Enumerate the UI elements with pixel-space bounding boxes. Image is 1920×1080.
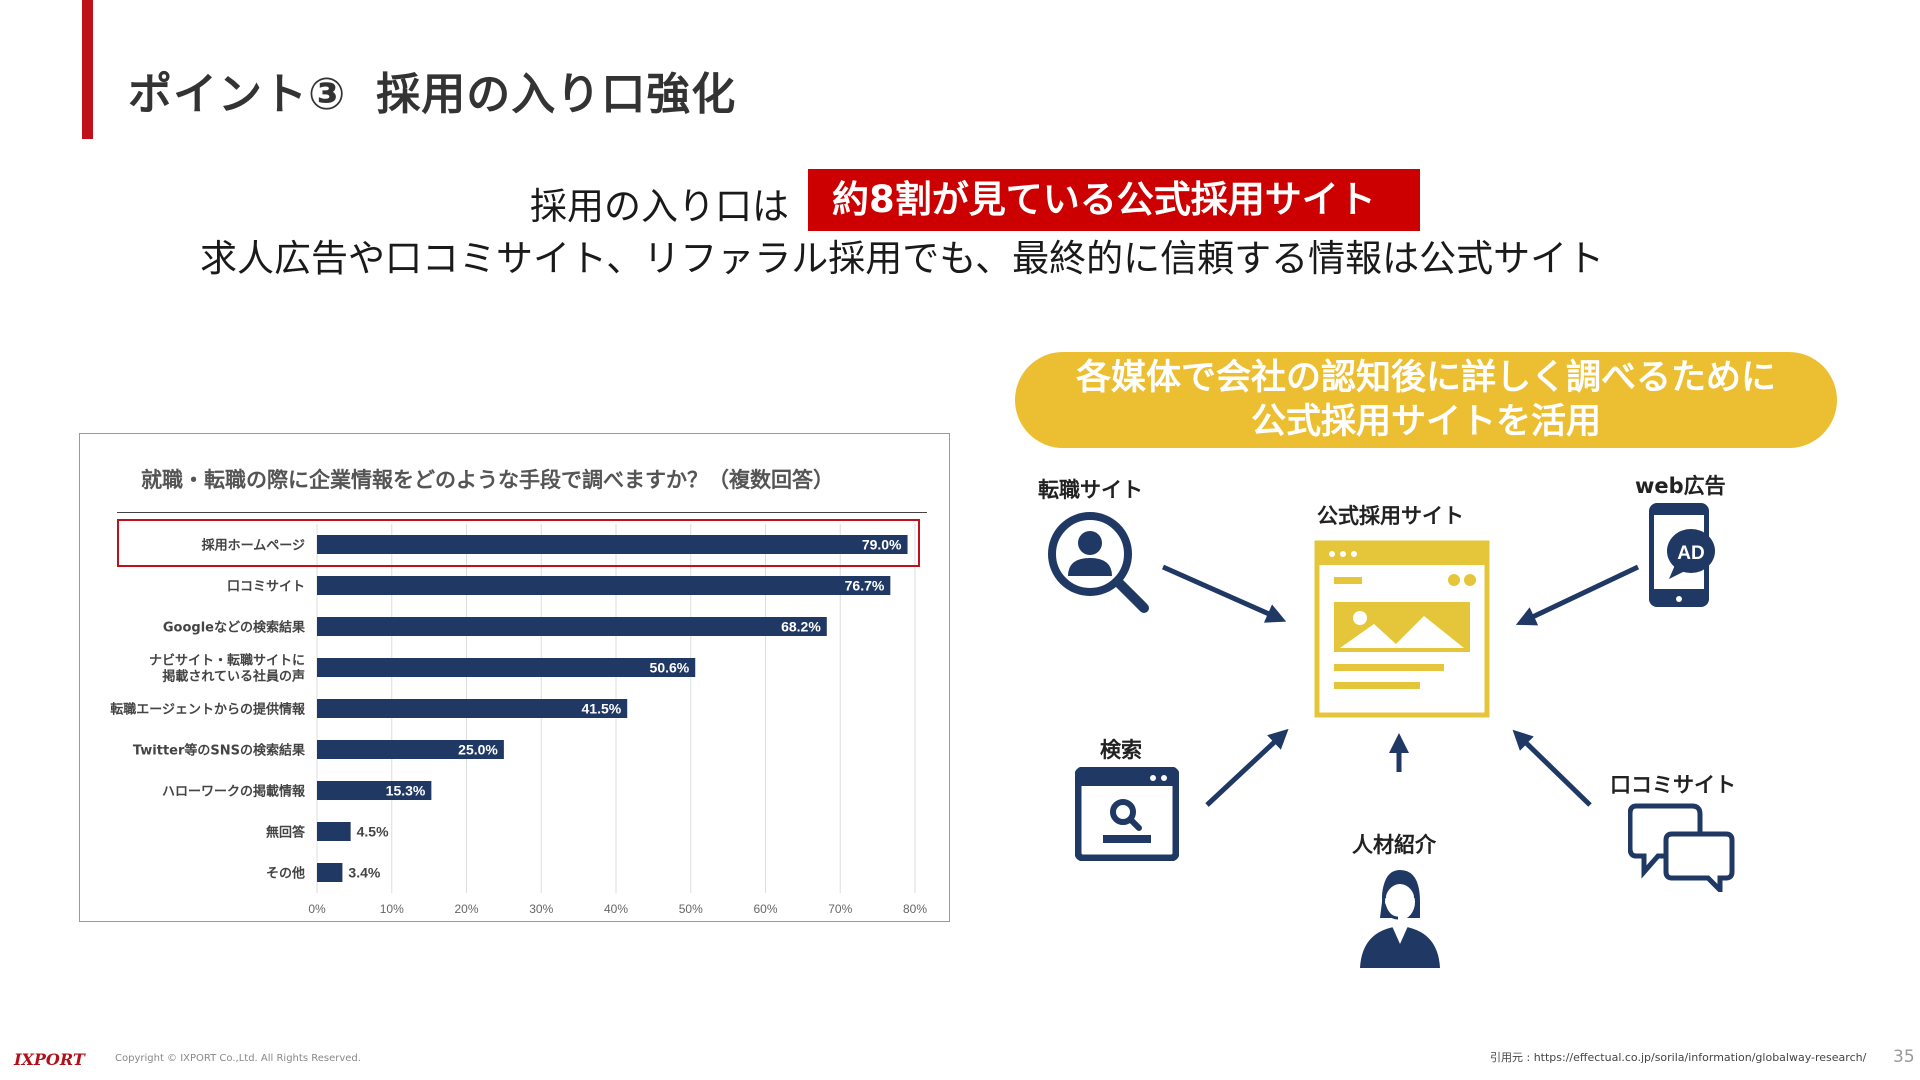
diagram-banner: 各媒体で会社の認知後に詳しく調べるために 公式採用サイトを活用 bbox=[1015, 352, 1837, 448]
category-label: Googleなどの検索結果 bbox=[163, 620, 305, 636]
arrow-job-site bbox=[1161, 564, 1287, 623]
x-tick-label: 50% bbox=[679, 902, 703, 916]
node-label-job-site: 転職サイト bbox=[1038, 478, 1143, 502]
title-accent-bar bbox=[82, 0, 93, 139]
x-tick-label: 70% bbox=[828, 902, 852, 916]
x-tick-label: 20% bbox=[454, 902, 478, 916]
value-label: 4.5% bbox=[357, 824, 389, 840]
bar bbox=[317, 535, 908, 554]
value-label: 79.0% bbox=[862, 537, 902, 553]
value-label: 50.6% bbox=[650, 660, 690, 676]
arrow-web-ad bbox=[1515, 564, 1640, 626]
bar bbox=[317, 617, 827, 636]
slide-title: ポイント③ 採用の入り口強化 bbox=[128, 58, 736, 122]
title-text: 採用の入り口強化 bbox=[376, 69, 737, 120]
copyright-text: Copyright © IXPORT Co.,Ltd. All Rights R… bbox=[115, 1053, 361, 1064]
node-label-web-ad: web広告 bbox=[1635, 474, 1726, 498]
website-icon bbox=[1314, 540, 1490, 718]
value-label: 15.3% bbox=[386, 783, 426, 799]
bar bbox=[317, 822, 351, 841]
category-label: ハローワークの掲載情報 bbox=[162, 784, 306, 800]
chat-bubbles-icon bbox=[1628, 803, 1735, 892]
category-label: ナビサイト・転職サイトに bbox=[149, 653, 305, 669]
bar bbox=[317, 863, 343, 882]
browser-search-icon bbox=[1075, 767, 1179, 861]
banner-line-1: 各媒体で会社の認知後に詳しく調べるために bbox=[1075, 358, 1776, 398]
x-tick-label: 40% bbox=[604, 902, 628, 916]
title-point-number: ポイント③ bbox=[128, 69, 347, 120]
banner-line-2: 公式採用サイトを活用 bbox=[1250, 402, 1601, 442]
value-label: 68.2% bbox=[781, 619, 821, 635]
category-label: Twitter等のSNSの検索結果 bbox=[133, 743, 305, 759]
category-label: 転職エージェントからの提供情報 bbox=[110, 702, 306, 718]
category-label: 口コミサイト bbox=[227, 580, 305, 595]
page-number: 35 bbox=[1893, 1047, 1915, 1067]
x-tick-label: 80% bbox=[903, 902, 927, 916]
value-label: 41.5% bbox=[582, 701, 622, 717]
x-tick-label: 30% bbox=[529, 902, 553, 916]
arrow-search bbox=[1205, 728, 1289, 807]
node-label-search: 検索 bbox=[1100, 738, 1142, 762]
bar bbox=[317, 699, 628, 718]
chart-highlight-box bbox=[117, 519, 920, 567]
bar bbox=[317, 781, 432, 800]
bar bbox=[317, 576, 891, 595]
value-label: 76.7% bbox=[845, 578, 885, 594]
headline-prefix: 採用の入り口は bbox=[530, 185, 789, 228]
x-tick-label: 10% bbox=[380, 902, 404, 916]
arrow-review-site bbox=[1512, 729, 1592, 807]
x-tick-label: 0% bbox=[308, 902, 326, 916]
source-citation: 引用元 : https://effectual.co.jp/sorila/inf… bbox=[1490, 1051, 1867, 1064]
node-label-referral: 人材紹介 bbox=[1352, 833, 1436, 857]
chart-title-rule bbox=[117, 512, 927, 513]
category-label: 採用ホームページ bbox=[202, 538, 305, 554]
survey-chart: 就職・転職の際に企業情報をどのような手段で調べますか？（複数回答） 0% 10% 2… bbox=[79, 433, 950, 922]
value-label: 3.4% bbox=[348, 865, 380, 881]
chart-title: 就職・転職の際に企業情報をどのような手段で調べますか？（複数回答） bbox=[141, 468, 834, 492]
company-logo: IXPORT bbox=[14, 1050, 85, 1069]
bar bbox=[317, 658, 696, 677]
magnifier-person-icon bbox=[1048, 512, 1149, 613]
headline-subtext: 求人広告や口コミサイト、リファラル採用でも、最終的に信頼する情報は公式サイト bbox=[200, 237, 1605, 280]
value-label: 25.0% bbox=[458, 742, 498, 758]
category-label: 掲載されている社員の声 bbox=[162, 669, 305, 685]
category-label: 無回答 bbox=[266, 825, 306, 841]
ad-badge-text: AD bbox=[1677, 543, 1704, 564]
node-label-review-site: 口コミサイト bbox=[1610, 773, 1736, 797]
x-tick-label: 60% bbox=[753, 902, 777, 916]
center-label: 公式採用サイト bbox=[1317, 504, 1464, 528]
headline-highlight: 約8割が見ている公式採用サイト bbox=[808, 169, 1420, 231]
chart-plot: 0% 10% 20% 30% 40% 50% 60% 70% 80% 採用ホームページ 79.0% 口… bbox=[110, 524, 927, 916]
smartphone-ad-icon: AD bbox=[1649, 503, 1715, 607]
person-headset-icon bbox=[1360, 870, 1440, 968]
bar bbox=[317, 740, 504, 759]
category-label: その他 bbox=[266, 866, 305, 882]
